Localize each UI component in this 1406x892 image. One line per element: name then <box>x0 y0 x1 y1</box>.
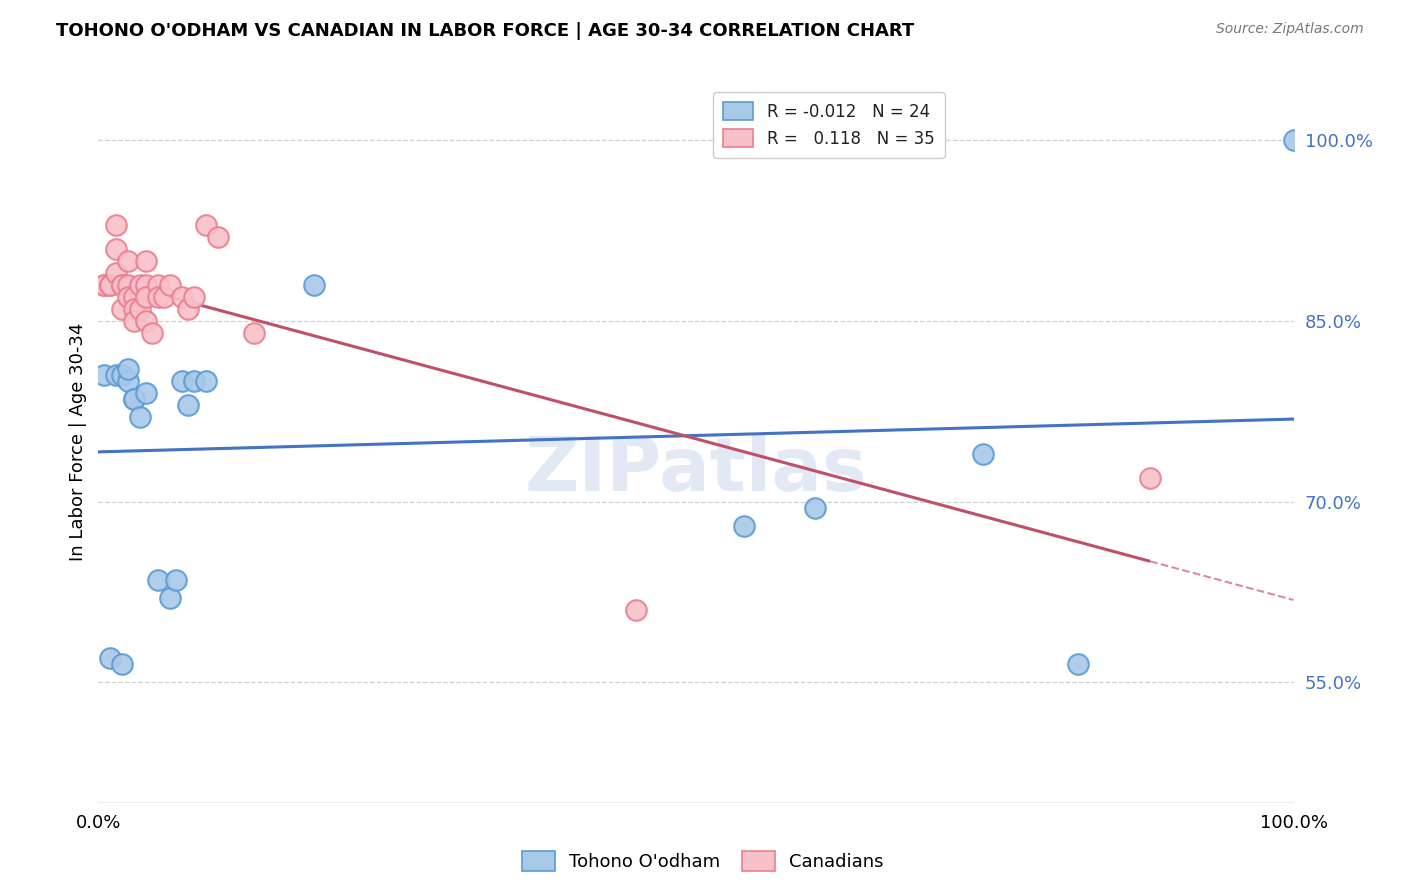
Point <box>172 290 194 304</box>
Point <box>124 314 146 328</box>
Point <box>243 326 266 341</box>
Point <box>117 254 139 268</box>
Point <box>195 375 218 389</box>
Point <box>195 218 218 232</box>
Point <box>117 290 139 304</box>
Point <box>129 410 152 425</box>
Y-axis label: In Labor Force | Age 30-34: In Labor Force | Age 30-34 <box>69 322 87 561</box>
Legend: R = -0.012   N = 24, R =   0.118   N = 35: R = -0.012 N = 24, R = 0.118 N = 35 <box>713 92 945 158</box>
Point <box>98 277 122 292</box>
Point <box>1282 133 1305 147</box>
Text: TOHONO O'ODHAM VS CANADIAN IN LABOR FORCE | AGE 30-34 CORRELATION CHART: TOHONO O'ODHAM VS CANADIAN IN LABOR FORC… <box>56 22 914 40</box>
Point <box>111 277 134 292</box>
Point <box>124 392 146 407</box>
Point <box>135 290 157 304</box>
Point <box>124 301 146 317</box>
Point <box>148 277 170 292</box>
Point <box>153 290 176 304</box>
Point <box>165 573 187 587</box>
Point <box>98 651 122 665</box>
Point <box>129 301 152 317</box>
Point <box>93 277 115 292</box>
Point <box>804 500 827 515</box>
Point <box>177 398 200 412</box>
Text: Source: ZipAtlas.com: Source: ZipAtlas.com <box>1216 22 1364 37</box>
Point <box>135 314 157 328</box>
Point <box>733 519 755 533</box>
Point <box>105 218 128 232</box>
Point <box>93 368 115 383</box>
Point <box>159 591 181 606</box>
Point <box>141 326 163 341</box>
Point <box>124 392 146 407</box>
Point <box>626 603 648 617</box>
Point <box>105 266 128 280</box>
Point <box>105 368 128 383</box>
Text: ZIPatlas: ZIPatlas <box>524 434 868 507</box>
Point <box>129 277 152 292</box>
Point <box>183 375 205 389</box>
Point <box>148 573 170 587</box>
Point <box>111 368 134 383</box>
Point <box>111 277 134 292</box>
Point <box>135 386 157 401</box>
Point <box>105 242 128 256</box>
Point <box>148 290 170 304</box>
Point <box>111 657 134 672</box>
Point <box>111 301 134 317</box>
Point <box>183 290 205 304</box>
Point <box>172 375 194 389</box>
Point <box>135 254 157 268</box>
Point <box>98 277 122 292</box>
Point <box>159 277 181 292</box>
Point <box>1067 657 1090 672</box>
Point <box>93 277 115 292</box>
Point <box>135 277 157 292</box>
Point <box>177 301 200 317</box>
Point <box>1139 471 1161 485</box>
Legend: Tohono O'odham, Canadians: Tohono O'odham, Canadians <box>515 844 891 879</box>
Point <box>207 230 229 244</box>
Point <box>117 375 139 389</box>
Point <box>124 290 146 304</box>
Point <box>972 447 994 461</box>
Point <box>302 277 325 292</box>
Point <box>117 362 139 376</box>
Point <box>117 277 139 292</box>
